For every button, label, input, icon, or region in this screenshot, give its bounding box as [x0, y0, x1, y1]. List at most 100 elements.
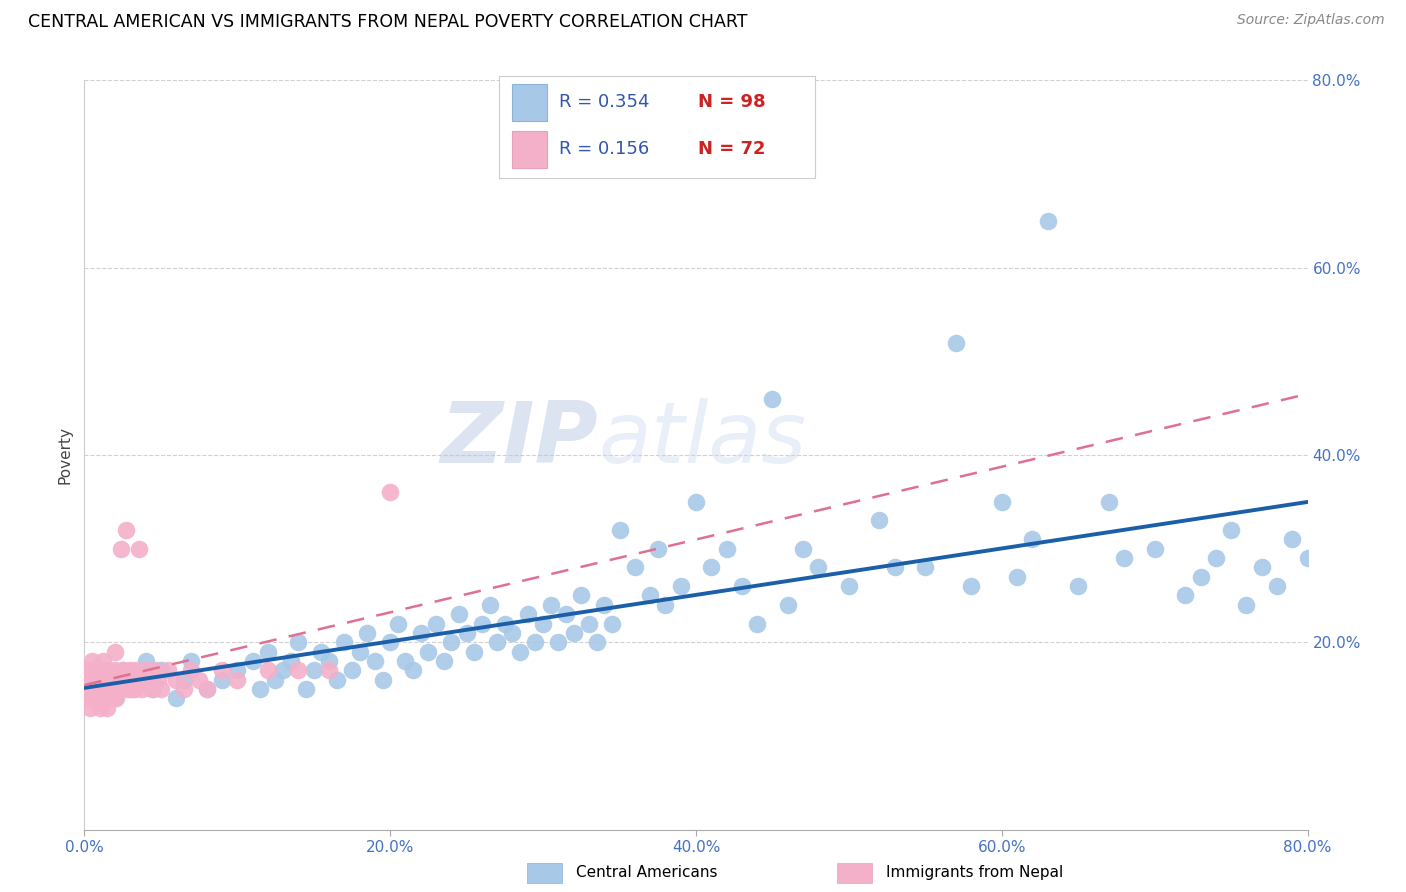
Point — [91, 673, 114, 687]
Point — [463, 644, 485, 658]
Point — [478, 598, 501, 612]
Text: N = 98: N = 98 — [699, 93, 766, 111]
Point — [1067, 579, 1090, 593]
Point — [1236, 598, 1258, 612]
Point — [180, 664, 202, 678]
Point — [77, 673, 100, 687]
Point — [211, 673, 233, 687]
Point — [433, 654, 456, 668]
Point — [118, 682, 141, 697]
Point — [394, 654, 416, 668]
Point — [80, 673, 103, 687]
Point — [280, 654, 302, 668]
Point — [180, 654, 202, 668]
Point — [761, 392, 783, 406]
Point — [302, 664, 325, 678]
Point — [991, 494, 1014, 508]
Point — [195, 682, 218, 697]
Point — [585, 635, 607, 649]
Point — [547, 635, 569, 649]
Point — [1296, 551, 1319, 566]
Point — [124, 682, 146, 697]
Point — [114, 523, 136, 537]
Point — [1265, 579, 1288, 593]
Text: R = 0.354: R = 0.354 — [560, 93, 650, 111]
Point — [1189, 570, 1212, 584]
Point — [654, 598, 676, 612]
Point — [112, 682, 135, 697]
Point — [516, 607, 538, 621]
Point — [945, 335, 967, 350]
Point — [76, 682, 98, 697]
Point — [402, 664, 425, 678]
Point — [325, 673, 347, 687]
Point — [173, 673, 195, 687]
Point — [838, 579, 860, 593]
Point — [80, 691, 103, 706]
Point — [80, 654, 103, 668]
Point — [73, 664, 96, 678]
Text: Immigrants from Nepal: Immigrants from Nepal — [886, 865, 1063, 880]
Point — [96, 682, 118, 697]
Point — [387, 616, 409, 631]
Point — [122, 673, 145, 687]
Point — [86, 682, 108, 697]
Point — [135, 664, 157, 678]
Point — [127, 673, 149, 687]
Point — [624, 560, 647, 574]
Point — [562, 626, 585, 640]
Point — [94, 664, 117, 678]
Point — [111, 664, 134, 678]
Point — [157, 664, 180, 678]
Point — [1205, 551, 1227, 566]
Point — [146, 673, 169, 687]
Point — [83, 682, 105, 697]
Point — [257, 644, 280, 658]
Point — [1021, 532, 1043, 546]
Point — [1005, 570, 1028, 584]
Point — [83, 664, 105, 678]
Point — [371, 673, 394, 687]
FancyBboxPatch shape — [512, 131, 547, 168]
Point — [494, 616, 516, 631]
Point — [502, 626, 524, 640]
Point — [747, 616, 769, 631]
Point — [135, 654, 157, 668]
Point — [138, 673, 160, 687]
Point — [883, 560, 905, 574]
Point — [125, 664, 148, 678]
Point — [776, 598, 799, 612]
Point — [349, 644, 371, 658]
Y-axis label: Poverty: Poverty — [58, 425, 73, 484]
Point — [418, 644, 440, 658]
Point — [79, 664, 101, 678]
Point — [440, 635, 463, 649]
Point — [318, 654, 340, 668]
Point — [669, 579, 692, 593]
Point — [807, 560, 830, 574]
Point — [486, 635, 509, 649]
Point — [600, 616, 623, 631]
Point — [131, 682, 153, 697]
Point — [609, 523, 631, 537]
Point — [90, 691, 112, 706]
Point — [98, 691, 121, 706]
Point — [120, 673, 142, 687]
Point — [195, 682, 218, 697]
Text: atlas: atlas — [598, 399, 806, 482]
Point — [165, 673, 187, 687]
Point — [87, 673, 110, 687]
Point — [318, 664, 340, 678]
Point — [84, 673, 107, 687]
Point — [578, 616, 600, 631]
Point — [1220, 523, 1243, 537]
Point — [531, 616, 554, 631]
Point — [447, 607, 470, 621]
Text: ZIP: ZIP — [440, 399, 598, 482]
Point — [86, 664, 108, 678]
Point — [914, 560, 936, 574]
Point — [333, 635, 356, 649]
Point — [1098, 494, 1121, 508]
Text: R = 0.156: R = 0.156 — [560, 140, 650, 158]
Point — [226, 664, 249, 678]
